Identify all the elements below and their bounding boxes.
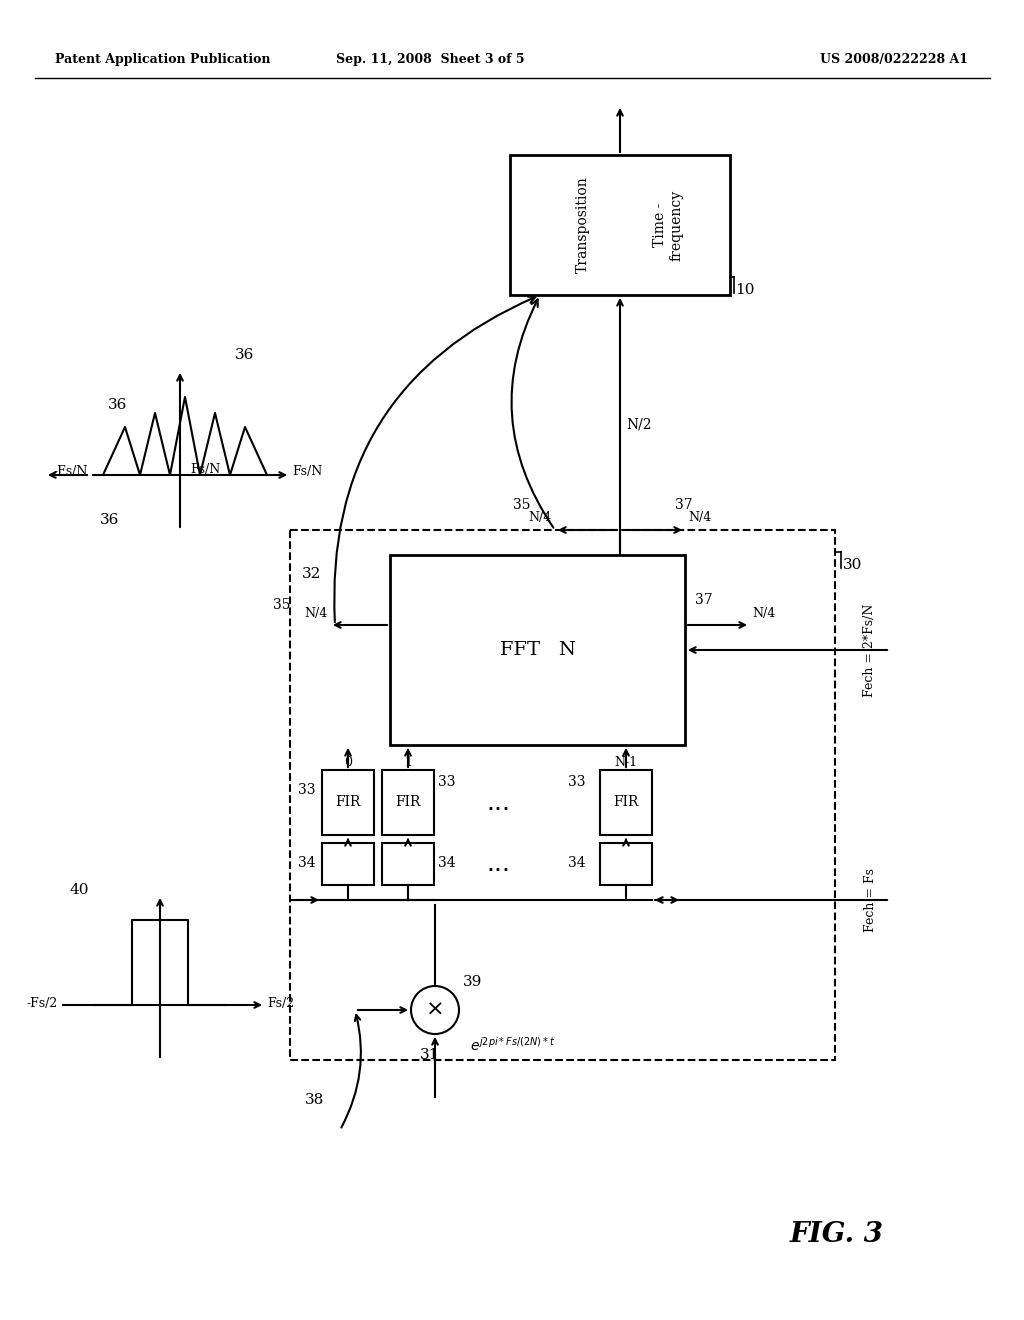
Text: 34: 34 (568, 855, 586, 870)
Bar (390, 554, 685, 744)
Text: Transposition: Transposition (575, 177, 590, 273)
Text: 34: 34 (298, 855, 315, 870)
Text: 32: 32 (302, 568, 322, 581)
Text: 31: 31 (420, 1048, 439, 1063)
Text: Patent Application Publication: Patent Application Publication (55, 54, 270, 66)
Text: 10: 10 (735, 282, 755, 297)
Bar (322, 770, 374, 836)
Text: 37: 37 (695, 593, 713, 607)
Text: 33: 33 (568, 775, 586, 789)
Bar (600, 843, 652, 884)
Bar (290, 531, 835, 1060)
Text: 38: 38 (305, 1093, 325, 1107)
Bar (600, 770, 652, 836)
Text: FIR: FIR (395, 796, 421, 809)
Bar (322, 843, 374, 884)
Text: N-1: N-1 (614, 755, 638, 768)
Text: $e^{j2pi*Fs/(2N)*t}$: $e^{j2pi*Fs/(2N)*t}$ (470, 1036, 555, 1053)
Text: 33: 33 (438, 775, 456, 789)
Text: Fech = Fs: Fech = Fs (863, 869, 877, 932)
Text: Sep. 11, 2008  Sheet 3 of 5: Sep. 11, 2008 Sheet 3 of 5 (336, 54, 524, 66)
Text: 34: 34 (438, 855, 456, 870)
Text: N/2: N/2 (626, 418, 651, 432)
Text: -Fs/N: -Fs/N (53, 466, 88, 479)
Text: 39: 39 (463, 975, 482, 989)
Bar (510, 154, 730, 294)
Text: N/4: N/4 (528, 511, 552, 524)
Text: Fs/N: Fs/N (190, 463, 220, 477)
Text: 33: 33 (298, 783, 315, 797)
Bar (382, 770, 434, 836)
Text: Fs/2: Fs/2 (267, 997, 294, 1010)
Text: 1: 1 (404, 755, 412, 768)
Text: ×: × (426, 1001, 444, 1020)
Text: N/4: N/4 (688, 511, 712, 524)
Text: -Fs/2: -Fs/2 (27, 997, 58, 1010)
Text: FIG. 3: FIG. 3 (790, 1221, 884, 1249)
Text: FIR: FIR (613, 796, 639, 809)
Text: 36: 36 (100, 513, 120, 527)
Bar (382, 843, 434, 884)
Text: Fech = 2*Fs/N: Fech = 2*Fs/N (863, 603, 877, 697)
Text: US 2008/0222228 A1: US 2008/0222228 A1 (820, 54, 968, 66)
Text: 37: 37 (675, 498, 692, 512)
Text: 40: 40 (70, 883, 89, 898)
Text: Fs/N: Fs/N (292, 466, 323, 479)
Text: 30: 30 (843, 558, 862, 572)
Text: 36: 36 (108, 399, 127, 412)
Text: FIR: FIR (335, 796, 360, 809)
Text: 0: 0 (344, 755, 352, 768)
Text: N/4: N/4 (752, 606, 775, 619)
Text: 36: 36 (234, 348, 254, 362)
Text: N/4: N/4 (305, 606, 328, 619)
Text: ...: ... (486, 791, 510, 814)
Text: ...: ... (486, 851, 510, 876)
Text: Time -
frequency: Time - frequency (653, 190, 683, 260)
Text: FFT   N: FFT N (500, 642, 575, 659)
Text: 35: 35 (272, 598, 290, 612)
Text: 35: 35 (512, 498, 530, 512)
